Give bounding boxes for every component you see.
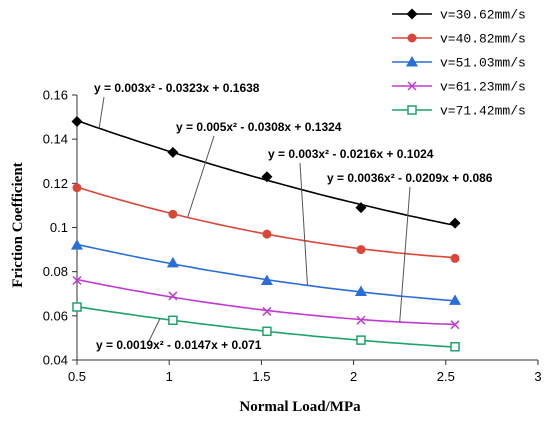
data-markers bbox=[71, 116, 462, 352]
annotation-leader-line bbox=[147, 318, 161, 344]
x-axis-label: Normal Load/MPa bbox=[239, 399, 361, 415]
equation-series-4: y = 0.0036x² - 0.0209x + 0.086 bbox=[327, 171, 493, 185]
data-point-series-5 bbox=[356, 335, 366, 345]
data-point-series-2 bbox=[356, 245, 366, 255]
data-point-series-3 bbox=[71, 239, 83, 250]
data-point-series-2 bbox=[72, 183, 82, 193]
legend-label: v=61.23mm/s bbox=[440, 80, 526, 95]
y-tick-label: 0.1 bbox=[50, 220, 68, 235]
y-tick-label: 0.14 bbox=[43, 132, 68, 147]
chart-axes: 0.5 1 1.5 2 2.5 3 0.04 0.06 0.08 0.1 0.12 0.14 0.16 bbox=[43, 88, 542, 385]
data-point-series-2 bbox=[262, 229, 272, 239]
data-point-series-5 bbox=[72, 302, 82, 312]
annotation-leader-line bbox=[299, 162, 308, 286]
data-point-series-3 bbox=[354, 285, 367, 297]
annotation-leader-line bbox=[399, 186, 411, 323]
annotation-leader-line bbox=[98, 96, 105, 129]
legend-label: v=51.03mm/s bbox=[440, 56, 526, 71]
legend-marker bbox=[407, 105, 417, 115]
x-tick-label: 1 bbox=[166, 369, 173, 384]
x-tick-label: 0.5 bbox=[68, 369, 86, 384]
data-point-series-4 bbox=[72, 275, 82, 286]
x-tick-label: 1.5 bbox=[252, 369, 270, 384]
equation-series-2: y = 0.005x² - 0.0308x + 0.1324 bbox=[176, 120, 342, 134]
y-tick-label: 0.04 bbox=[43, 353, 68, 368]
fit-line-series-4 bbox=[76, 278, 456, 326]
data-point-series-4 bbox=[356, 315, 366, 325]
data-point-series-4 bbox=[168, 291, 178, 301]
data-point-series-3 bbox=[166, 256, 179, 268]
annotation-leader-line bbox=[187, 135, 215, 218]
x-tick-label: 3 bbox=[534, 369, 541, 384]
data-point-series-5 bbox=[450, 342, 460, 352]
data-point-series-1 bbox=[167, 146, 179, 158]
y-tick-label: 0.06 bbox=[43, 308, 68, 323]
fit-line-series-2 bbox=[76, 186, 456, 259]
x-tick-label: 2 bbox=[350, 369, 357, 384]
data-point-series-3 bbox=[449, 294, 462, 305]
equation-series-1: y = 0.003x² - 0.0323x + 0.1638 bbox=[94, 81, 260, 95]
legend-marker bbox=[406, 56, 418, 67]
y-tick-label: 0.16 bbox=[43, 88, 68, 103]
legend-marker bbox=[407, 81, 417, 91]
data-point-series-2 bbox=[450, 253, 460, 263]
data-point-series-4 bbox=[262, 306, 272, 316]
data-point-series-3 bbox=[260, 274, 273, 285]
annotation-leaders bbox=[98, 96, 411, 344]
data-point-series-4 bbox=[450, 320, 460, 330]
legend-label: v=71.42mm/s bbox=[440, 104, 526, 119]
equation-series-3: y = 0.003x² - 0.0216x + 0.1024 bbox=[268, 147, 434, 161]
legend-marker bbox=[406, 8, 418, 20]
data-point-series-5 bbox=[168, 315, 178, 325]
y-tick-label: 0.12 bbox=[43, 176, 68, 191]
data-point-series-2 bbox=[168, 209, 178, 219]
data-point-series-1 bbox=[449, 217, 461, 229]
data-point-series-1 bbox=[355, 202, 367, 214]
data-point-series-5 bbox=[262, 326, 272, 337]
data-point-series-1 bbox=[71, 116, 83, 127]
x-tick-label: 2.5 bbox=[437, 369, 455, 384]
equation-series-5: y = 0.0019x² - 0.0147x + 0.071 bbox=[96, 338, 262, 352]
data-point-series-1 bbox=[261, 171, 273, 183]
legend-label: v=30.62mm/s bbox=[440, 8, 526, 23]
legend-marker bbox=[407, 33, 417, 43]
y-axis-label: Friction Coefficient bbox=[10, 162, 26, 287]
y-tick-label: 0.08 bbox=[43, 264, 68, 279]
chart-legend: v=30.62mm/s v=40.82mm/s v=51.03mm/s v=61.23… bbox=[392, 8, 526, 119]
legend-label: v=40.82mm/s bbox=[440, 32, 526, 47]
